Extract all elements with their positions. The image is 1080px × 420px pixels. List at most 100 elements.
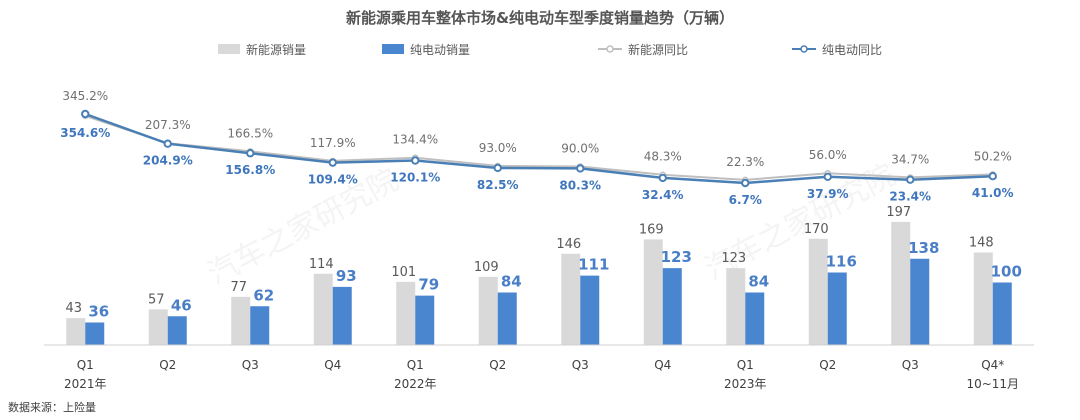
data-label-bev-sales: 46: [171, 296, 192, 314]
x-group-label: 2021年: [64, 377, 107, 391]
x-group-label: 10~11月: [966, 377, 1019, 391]
data-label-nev-sales: 57: [148, 292, 165, 307]
bar-bev-sales: [662, 268, 682, 345]
legend: 新能源销量 纯电动销量 新能源同比 纯电动同比: [218, 42, 882, 57]
point-bev-yoy: [658, 173, 667, 183]
point-bev-yoy: [246, 149, 255, 158]
x-tick-label: Q4: [654, 358, 671, 372]
data-label-bev-yoy: 37.9%: [807, 187, 849, 201]
data-label-bev-sales: 100: [991, 263, 1022, 281]
bar-nev-sales: [148, 309, 168, 345]
line-nev-yoy: [84, 114, 993, 181]
bar-nev-sales: [478, 276, 498, 345]
data-label-nev-sales: 101: [391, 265, 416, 280]
data-label-nev-yoy: 50.2%: [974, 149, 1012, 163]
bar-bev-sales: [745, 292, 765, 345]
legend-marker: [800, 45, 808, 53]
x-tick-label: Q4: [324, 358, 341, 372]
bar-bev-sales: [992, 282, 1012, 345]
data-label-bev-yoy: 109.4%: [308, 173, 358, 187]
data-label-nev-sales: 148: [969, 236, 994, 251]
bar-nev-sales: [643, 239, 663, 345]
x-group-label: 2023年: [724, 377, 767, 391]
bar-nev-sales: [726, 268, 746, 345]
point-bev-yoy: [411, 156, 420, 165]
chart-title: 新能源乘用车整体市场&纯电动车型季度销量趋势（万辆）: [346, 9, 734, 27]
data-label-bev-sales: 84: [748, 273, 769, 291]
data-source-note: 数据来源：上险量: [8, 400, 96, 414]
data-label-bev-yoy: 156.8%: [225, 163, 275, 177]
x-tick-label: Q1: [737, 358, 754, 372]
data-label-nev-sales: 114: [309, 257, 334, 272]
data-label-bev-yoy: 41.0%: [972, 186, 1014, 200]
bar-nev-sales: [313, 273, 333, 345]
x-tick-label: Q1: [407, 358, 424, 372]
bar-nev-sales: [973, 252, 993, 345]
data-label-nev-sales: 170: [804, 222, 829, 237]
bar-bev-sales: [497, 292, 517, 345]
data-label-bev-sales: 36: [88, 303, 109, 321]
watermark: 汽车之家研究院: [202, 163, 404, 292]
point-bev-yoy: [823, 172, 832, 182]
x-group-label: 2022年: [394, 377, 437, 391]
bar-bev-sales: [580, 275, 600, 345]
point-bev-yoy: [988, 171, 997, 181]
data-label-nev-yoy: 134.4%: [392, 133, 438, 147]
data-label-bev-yoy: 82.5%: [477, 178, 519, 192]
data-label-bev-yoy: 354.6%: [60, 126, 110, 140]
data-label-bev-sales: 138: [908, 239, 939, 257]
data-label-bev-yoy: 32.4%: [642, 188, 684, 202]
x-tick-label: Q2: [489, 358, 506, 372]
data-label-nev-yoy: 166.5%: [227, 126, 273, 140]
line-bev-yoy: [84, 112, 993, 185]
bar-bev-sales: [332, 286, 352, 345]
legend-label: 新能源销量: [246, 42, 306, 57]
data-label-bev-sales: 93: [336, 267, 357, 285]
x-tick-label: Q3: [902, 358, 919, 372]
data-label-nev-yoy: 207.3%: [145, 118, 191, 132]
data-label-nev-sales: 169: [639, 222, 664, 237]
point-bev-yoy: [81, 109, 90, 119]
data-label-nev-yoy: 56.0%: [809, 148, 847, 162]
data-label-bev-yoy: 120.1%: [390, 171, 440, 185]
bar-nev-sales: [396, 281, 416, 345]
x-axis: Q1 Q2 Q3 Q4 Q1 Q2 Q3 Q4 Q1 Q2 Q3 Q4* 2021年 2022年 2023年…: [64, 358, 1019, 391]
data-label-bev-sales: 116: [826, 253, 857, 271]
data-label-nev-yoy: 34.7%: [891, 152, 929, 166]
bar-bev-sales: [85, 322, 105, 345]
legend-label: 新能源同比: [628, 42, 688, 57]
data-label-nev-yoy: 345.2%: [62, 89, 108, 103]
x-tick-label: Q2: [819, 358, 836, 372]
point-bev-yoy: [906, 175, 915, 184]
data-label-nev-sales: 43: [65, 301, 82, 316]
bar-bev-sales: [415, 295, 435, 345]
point-bev-yoy: [576, 164, 585, 173]
legend-label: 纯电动同比: [822, 43, 882, 57]
bar-nev-sales: [66, 318, 86, 345]
data-label-nev-sales: 77: [230, 280, 247, 295]
bar-nev-sales: [561, 253, 581, 345]
data-label-bev-sales: 62: [253, 286, 274, 304]
legend-swatch-nev-sales: [218, 44, 240, 54]
watermark: 汽车之家研究院: [699, 158, 901, 287]
bar-nev-sales: [891, 221, 911, 345]
data-label-bev-sales: 84: [501, 273, 522, 291]
lines-layer: [81, 109, 997, 188]
data-label-nev-sales: 123: [721, 251, 746, 266]
data-label-nev-yoy: 22.3%: [726, 155, 764, 169]
bar-bev-sales: [250, 306, 270, 345]
point-bev-yoy: [741, 178, 750, 188]
data-label-bev-yoy: 6.7%: [729, 193, 762, 207]
bar-bev-sales: [827, 272, 847, 345]
data-label-nev-sales: 109: [474, 260, 499, 275]
data-label-nev-yoy: 117.9%: [310, 136, 356, 150]
bars-layer: [66, 221, 1012, 345]
data-label-nev-yoy: 93.0%: [479, 141, 517, 155]
legend-swatch-bev-sales: [382, 44, 404, 54]
x-tick-label: Q1: [77, 358, 94, 372]
data-label-nev-yoy: 90.0%: [561, 141, 599, 155]
bar-nev-sales: [808, 238, 828, 345]
